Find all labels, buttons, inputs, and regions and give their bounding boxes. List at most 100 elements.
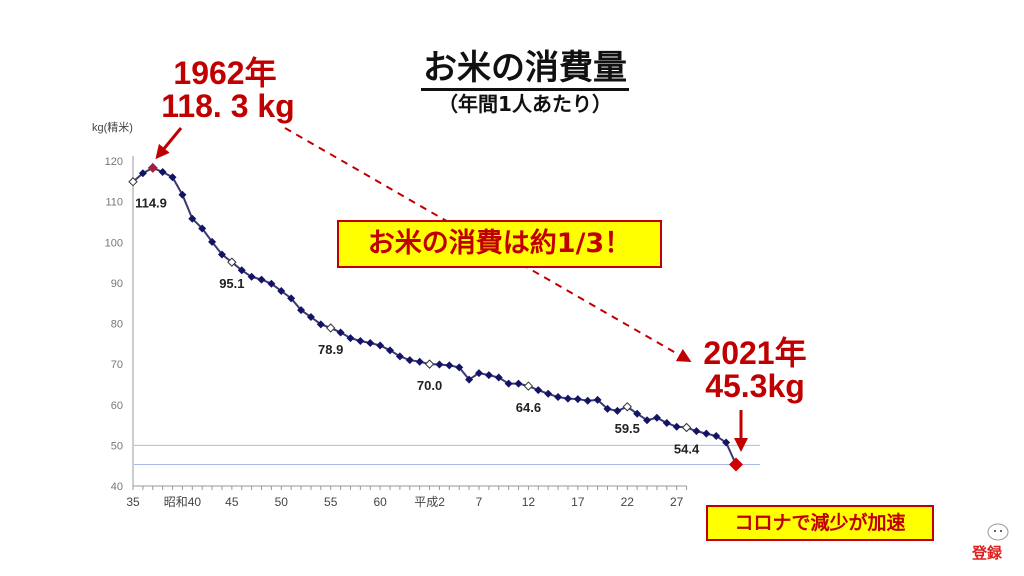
data-point — [306, 313, 315, 321]
data-point — [474, 369, 483, 378]
peak-arrow — [155, 127, 183, 160]
data-label: 54.4 — [674, 442, 700, 457]
highlight-point — [729, 457, 743, 472]
x-tick-label: 35 — [126, 495, 140, 509]
data-point — [217, 250, 226, 259]
labeled-point — [128, 177, 138, 187]
subscribe-logo[interactable]: 登録 — [972, 520, 1012, 564]
callout-box: お米の消費は約1/3！ — [337, 220, 662, 268]
data-point — [405, 356, 414, 365]
x-tick-label: 17 — [571, 495, 585, 509]
labeled-point — [227, 257, 237, 267]
y-tick-label: 90 — [111, 278, 123, 290]
peak-value-label: 118. 3 kg — [161, 88, 295, 124]
latest-year-label: 2021年 — [703, 335, 807, 371]
data-point — [138, 169, 147, 178]
data-point — [168, 173, 177, 182]
y-axis-label: kg(精米) — [92, 121, 133, 134]
corona-note-box: コロナで減少が加速 — [706, 505, 934, 541]
x-tick-label: 27 — [670, 495, 684, 509]
y-tick-label: 100 — [105, 237, 123, 249]
data-point — [554, 393, 563, 402]
data-point — [435, 360, 444, 369]
data-point — [672, 422, 681, 431]
data-point — [613, 406, 622, 415]
x-tick-label: 昭和40 — [164, 495, 202, 509]
labeled-point — [325, 323, 336, 333]
y-tick-label: 120 — [105, 156, 123, 168]
data-point — [198, 224, 207, 233]
x-tick-label: 50 — [275, 495, 289, 509]
peak-year-label: 1962年 — [173, 55, 277, 91]
y-tick-label: 110 — [105, 197, 123, 209]
data-point — [208, 237, 217, 246]
data-point — [465, 375, 474, 384]
data-label: 114.9 — [135, 196, 167, 211]
data-point — [158, 167, 167, 176]
data-point — [247, 272, 256, 281]
y-tick-label: 40 — [111, 481, 123, 493]
data-point — [366, 339, 375, 347]
data-point — [593, 395, 602, 404]
data-point — [336, 328, 345, 337]
data-point — [692, 427, 701, 436]
data-point — [415, 357, 424, 366]
data-point — [534, 386, 543, 395]
y-tick-label: 80 — [111, 319, 123, 331]
data-label: 95.1 — [219, 276, 244, 291]
subtitle: （年間1人あたり） — [438, 92, 612, 116]
x-tick-label: 55 — [324, 495, 338, 509]
data-point — [277, 287, 286, 295]
x-tick-label: 平成2 — [414, 495, 445, 509]
mascot-icon — [987, 523, 1009, 541]
data-point — [603, 404, 612, 413]
subscribe-text: 登録 — [972, 544, 1003, 562]
x-tick-label: 22 — [621, 495, 635, 509]
data-point — [287, 294, 296, 303]
page-title: お米の消費量 — [0, 40, 1024, 91]
y-tick-label: 50 — [111, 440, 123, 452]
title-text: お米の消費量 — [421, 48, 629, 91]
data-point — [702, 429, 711, 438]
data-point — [257, 275, 266, 284]
data-label: 59.5 — [615, 421, 640, 436]
x-tick-label: 12 — [522, 495, 536, 509]
data-point — [712, 432, 721, 441]
labeled-point — [622, 402, 632, 412]
data-point — [395, 352, 404, 361]
data-point — [662, 419, 671, 428]
data-point — [652, 413, 661, 422]
latest-value-label: 45.3kg — [705, 368, 805, 404]
data-label: 70.0 — [417, 378, 442, 393]
data-point — [316, 320, 325, 329]
data-point — [643, 416, 652, 425]
data-point — [722, 438, 731, 447]
data-point — [178, 190, 187, 199]
x-tick-label: 45 — [225, 495, 239, 509]
data-point — [188, 214, 197, 223]
data-point — [376, 341, 385, 350]
data-point — [297, 306, 306, 315]
data-point — [346, 334, 355, 343]
data-point — [573, 395, 582, 404]
data-point — [494, 373, 503, 382]
data-point — [563, 394, 572, 403]
data-point — [356, 336, 365, 345]
data-point — [484, 371, 493, 380]
data-point — [504, 379, 513, 388]
data-point — [267, 279, 276, 288]
labeled-point — [523, 381, 534, 391]
data-point — [583, 396, 592, 405]
highlight-point — [147, 162, 158, 173]
data-point — [237, 266, 246, 275]
x-tick-label: 60 — [373, 495, 387, 509]
data-point — [544, 389, 553, 398]
x-tick-label: 7 — [476, 495, 483, 509]
data-label: 78.9 — [318, 342, 343, 357]
data-point — [633, 409, 642, 418]
y-tick-label: 60 — [111, 400, 123, 412]
data-point — [514, 379, 523, 388]
labeled-point — [424, 359, 435, 369]
data-label: 64.6 — [516, 400, 541, 415]
data-point — [386, 346, 395, 355]
